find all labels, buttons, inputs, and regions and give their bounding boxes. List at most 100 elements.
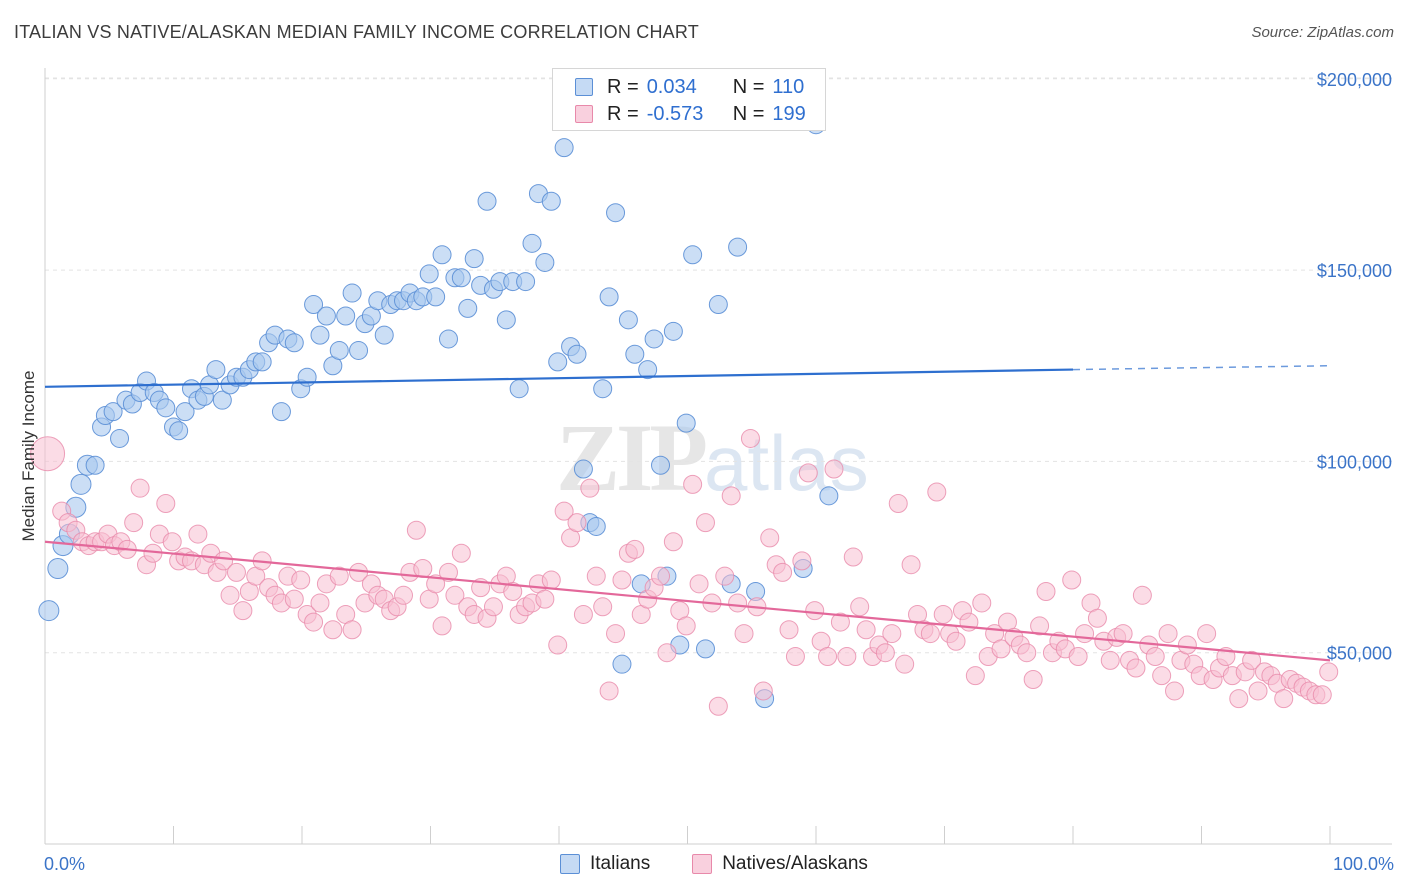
natives-point [342, 620, 362, 640]
natives-point [445, 585, 465, 605]
natives-point [541, 570, 561, 590]
italians-point [599, 287, 619, 307]
natives-point [606, 624, 626, 644]
natives-point [856, 620, 876, 640]
natives-point [535, 589, 555, 609]
italians-point [70, 473, 92, 495]
natives-point [1177, 635, 1197, 655]
legend-r-value: 0.034 [646, 75, 697, 98]
natives-point [406, 520, 426, 540]
natives-point [1248, 681, 1268, 701]
natives-point [785, 647, 805, 667]
natives-point [130, 478, 150, 498]
legend-row-italians: R = 0.034 N = 110 [575, 75, 804, 99]
natives-point [612, 570, 632, 590]
natives-point [226, 562, 246, 582]
italians-point [304, 295, 324, 315]
natives-point [888, 493, 908, 513]
legend-item-italians[interactable]: Italians [560, 853, 650, 875]
x-tick-label-end: 100.0% [1333, 854, 1394, 874]
legend-n-label: N = [732, 102, 765, 125]
legend-r-label: R = [607, 102, 639, 125]
italians-point [169, 421, 189, 441]
natives-point [901, 555, 921, 575]
italians-point [175, 402, 195, 422]
natives-point [1132, 585, 1152, 605]
natives-point [927, 482, 947, 502]
natives-point [1274, 689, 1294, 709]
natives-point [1023, 669, 1043, 689]
italians-point [432, 245, 452, 265]
natives-point [946, 631, 966, 651]
chart-title: ITALIAN VS NATIVE/ALASKAN MEDIAN FAMILY … [14, 22, 699, 42]
italians-point [316, 306, 336, 326]
italians-point [567, 344, 587, 364]
italians-trend-line [44, 368, 1074, 388]
natives-point [972, 593, 992, 613]
natives-points [30, 428, 1339, 716]
italians-point [535, 252, 555, 272]
axes [44, 68, 1392, 845]
legend-label-natives: Natives/Alaskans [722, 853, 868, 874]
italians-point [252, 352, 272, 372]
natives-point [1319, 662, 1339, 682]
natives-point [882, 624, 902, 644]
natives-point [805, 601, 825, 621]
natives-point [1145, 647, 1165, 667]
natives-point [792, 551, 812, 571]
correlation-legend: R = 0.034 N = 110 R = -0.573 N = 199 [552, 68, 826, 131]
italians-point [625, 344, 645, 364]
natives-point [676, 616, 696, 636]
natives-point [483, 597, 503, 617]
natives-point [438, 562, 458, 582]
natives-point [657, 643, 677, 663]
italians-point [464, 249, 484, 269]
italians-point [458, 298, 478, 318]
italians-point [606, 203, 626, 223]
natives-point [689, 574, 709, 594]
natives-point [329, 566, 349, 586]
italians-point [522, 233, 542, 253]
trend-lines [44, 365, 1331, 662]
legend-n-value: 110 [772, 75, 805, 98]
natives-swatch [692, 854, 713, 874]
natives-point [1017, 643, 1037, 663]
natives-point [818, 647, 838, 667]
natives-point [798, 463, 818, 483]
y-tick-label: $200,000 [1317, 70, 1392, 90]
natives-point [933, 604, 953, 624]
natives-point [156, 493, 176, 513]
italians-point [110, 428, 130, 448]
natives-point [323, 620, 343, 640]
natives-point [188, 524, 208, 544]
tick-labels: $50,000 $100,000 $150,000 $200,000 0.0% 100.0… [19, 70, 1394, 874]
natives-point [1152, 666, 1172, 686]
italians-point [708, 295, 728, 315]
natives-point [291, 570, 311, 590]
natives-point [233, 601, 253, 621]
natives-point [432, 616, 452, 636]
legend-r-value: -0.573 [646, 102, 704, 125]
natives-point [920, 624, 940, 644]
natives-point [991, 639, 1011, 659]
natives-point [734, 624, 754, 644]
italians-point [426, 287, 446, 307]
italians-point [676, 413, 696, 433]
legend-n-value: 199 [772, 102, 806, 125]
natives-point [30, 436, 66, 472]
source-credit: Source: ZipAtlas.com [1251, 24, 1394, 41]
natives-point [284, 589, 304, 609]
y-axis-title: Median Family Income [19, 370, 38, 541]
italians-point [618, 310, 638, 330]
natives-point [773, 562, 793, 582]
natives-swatch [575, 105, 593, 123]
y-tick-label: $150,000 [1317, 261, 1392, 281]
natives-point [651, 566, 671, 586]
legend-row-natives: R = -0.573 N = 199 [575, 102, 806, 126]
italians-trend-extension [1072, 365, 1331, 371]
italians-point [509, 379, 529, 399]
x-tick-label-start: 0.0% [44, 854, 85, 874]
natives-point [728, 593, 748, 613]
italians-point [310, 325, 330, 345]
legend-item-natives[interactable]: Natives/Alaskans [692, 853, 868, 875]
